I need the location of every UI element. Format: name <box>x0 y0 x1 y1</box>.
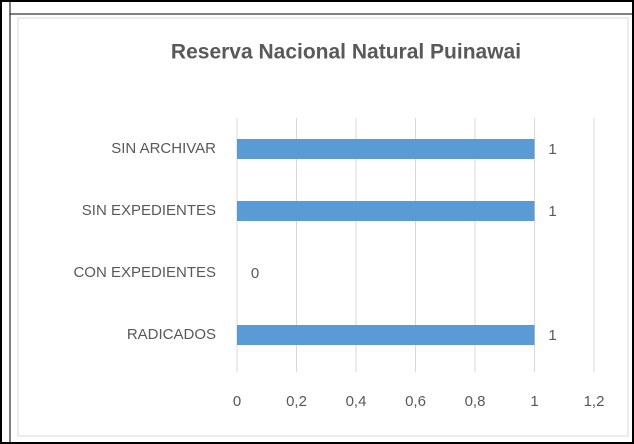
data-label: 1 <box>548 141 556 158</box>
data-label: 1 <box>548 327 556 344</box>
y-tick-label: SIN ARCHIVAR <box>111 140 216 157</box>
y-tick-label: RADICADOS <box>127 326 216 343</box>
x-tick-label: 0,4 <box>346 393 367 410</box>
y-tick-label: CON EXPEDIENTES <box>73 264 216 281</box>
x-tick-label: 0 <box>233 393 241 410</box>
bar <box>237 325 535 345</box>
chart-title: Reserva Nacional Natural Puinawai <box>171 41 521 64</box>
x-tick-label: 0,6 <box>405 393 426 410</box>
x-tick-label: 1 <box>530 393 538 410</box>
bar <box>237 139 535 159</box>
x-tick-label: 0,2 <box>286 393 307 410</box>
data-label: 0 <box>251 265 259 282</box>
data-label: 1 <box>548 203 556 220</box>
bar <box>237 201 535 221</box>
x-tick-label: 0,8 <box>465 393 486 410</box>
y-tick-label: SIN EXPEDIENTES <box>82 202 216 219</box>
x-tick-label: 1,2 <box>584 393 605 410</box>
chart-area <box>17 17 629 437</box>
